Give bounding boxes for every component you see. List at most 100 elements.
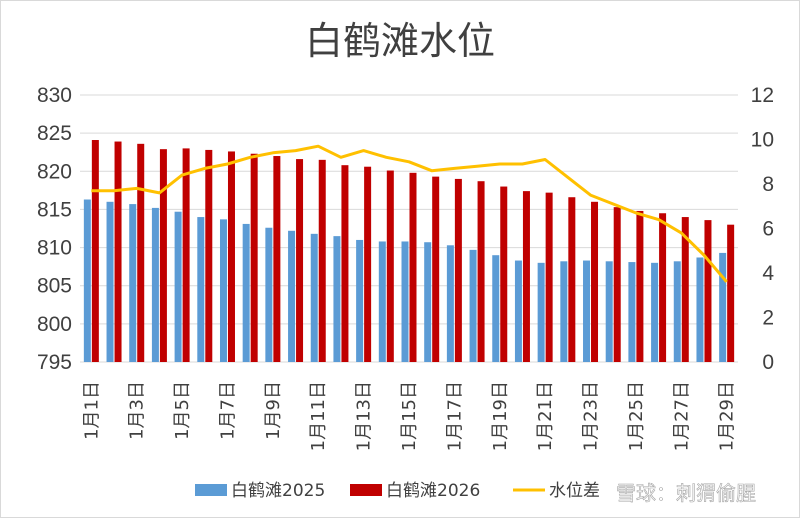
legend: 白鹤滩2025 白鹤滩2026 水位差 <box>195 481 600 501</box>
bar-2025 <box>401 241 409 362</box>
bar-2025 <box>673 261 681 362</box>
bar-2026 <box>545 192 553 362</box>
bar-2026 <box>205 149 213 362</box>
x-tick-label: 1月25日 <box>626 381 647 451</box>
bar-2025 <box>197 217 205 362</box>
bar-series <box>83 140 735 362</box>
left-y-tick-label: 795 <box>37 351 72 374</box>
bar-2025 <box>651 262 659 362</box>
chart-title: 白鹤滩水位 <box>305 19 495 63</box>
x-axis-ticks: 1月1日 1月3日 1月5日 1月7日 1月9日 1月11日 1月13日 1月15日 1月17日… <box>81 381 737 451</box>
bar-2025 <box>605 261 613 362</box>
line-series <box>91 144 728 283</box>
bar-2025 <box>129 204 137 362</box>
bar-2026 <box>250 153 258 362</box>
bar-2026 <box>636 210 644 362</box>
right-y-tick-label: 2 <box>762 307 774 330</box>
bar-2025 <box>310 233 318 362</box>
bar-2026 <box>386 170 394 362</box>
left-y-tick-label: 825 <box>37 122 72 145</box>
bar-2025 <box>514 260 522 362</box>
x-tick-label: 1月3日 <box>127 381 148 440</box>
left-y-tick-label: 815 <box>37 198 72 221</box>
bar-2025 <box>696 257 704 362</box>
bar-2025 <box>106 201 114 362</box>
bar-2026 <box>591 201 599 362</box>
bar-2026 <box>522 191 530 362</box>
x-tick-label: 1月29日 <box>717 381 738 451</box>
bar-2026 <box>318 159 326 362</box>
bar-2026 <box>500 186 508 362</box>
right-axis-ticks: 12 10 8 6 4 2 0 <box>751 84 775 374</box>
left-y-tick-label: 820 <box>37 160 72 183</box>
watermark: 雪球：刺猬偷腥 <box>616 481 756 505</box>
x-tick-label: 1月5日 <box>172 381 193 440</box>
bar-2025 <box>174 211 182 362</box>
x-tick-label: 1月15日 <box>399 381 420 451</box>
bar-2025 <box>537 262 545 362</box>
right-y-tick-label: 12 <box>751 84 774 107</box>
right-y-tick-label: 4 <box>762 262 774 285</box>
x-tick-label: 1月23日 <box>581 381 602 451</box>
right-y-tick-label: 6 <box>762 218 774 241</box>
legend-label: 白鹤滩2026 <box>386 481 480 501</box>
x-tick-label: 1月9日 <box>263 381 284 440</box>
left-y-tick-label: 810 <box>37 237 72 260</box>
bar-2026 <box>704 220 712 362</box>
legend-label: 水位差 <box>549 481 600 501</box>
bar-2026 <box>659 213 667 362</box>
legend-swatch <box>350 484 382 496</box>
bar-2026 <box>409 172 417 362</box>
bar-2026 <box>159 149 167 362</box>
x-tick-label: 1月27日 <box>671 381 692 451</box>
bar-2025 <box>378 241 386 362</box>
x-tick-label: 1月1日 <box>81 381 102 440</box>
left-y-tick-label: 830 <box>37 84 72 107</box>
bar-2025 <box>560 261 568 362</box>
bar-2026 <box>114 141 122 362</box>
right-y-tick-label: 10 <box>751 129 774 152</box>
x-tick-label: 1月11日 <box>308 381 329 451</box>
bar-2026 <box>681 217 689 362</box>
bar-2025 <box>151 207 159 362</box>
bar-2025 <box>83 199 91 362</box>
bar-2026 <box>273 156 281 362</box>
x-tick-label: 1月13日 <box>354 381 375 451</box>
bar-2026 <box>91 140 99 362</box>
bar-2026 <box>613 207 621 362</box>
bar-2025 <box>288 230 296 362</box>
bar-2026 <box>182 148 190 362</box>
bar-2026 <box>477 181 485 362</box>
bar-2025 <box>628 262 636 362</box>
x-tick-label: 1月17日 <box>444 381 465 451</box>
bar-2026 <box>341 165 349 362</box>
legend-label: 白鹤滩2025 <box>231 481 325 501</box>
bar-2025 <box>265 227 273 362</box>
water-level-diff-line <box>91 144 728 283</box>
left-y-tick-label: 800 <box>37 313 72 336</box>
bar-2026 <box>227 151 235 362</box>
bar-2025 <box>583 260 591 362</box>
bar-2025 <box>492 255 500 362</box>
bar-2025 <box>469 249 477 362</box>
bar-2025 <box>424 242 432 362</box>
x-tick-label: 1月19日 <box>490 381 511 451</box>
bar-2025 <box>356 239 364 362</box>
left-y-tick-label: 805 <box>37 275 72 298</box>
bar-2025 <box>333 236 341 362</box>
bar-2025 <box>219 219 227 362</box>
bar-2026 <box>432 176 440 362</box>
x-tick-label: 1月7日 <box>217 381 238 440</box>
bar-2025 <box>242 223 250 362</box>
right-y-tick-label: 8 <box>762 173 774 196</box>
bar-2026 <box>568 197 576 362</box>
bar-2026 <box>296 159 304 362</box>
bar-2025 <box>446 245 454 362</box>
bar-2026 <box>364 166 372 362</box>
bar-2026 <box>454 178 462 362</box>
bar-2025 <box>719 252 727 362</box>
bar-2026 <box>727 224 735 362</box>
bar-2026 <box>137 143 145 362</box>
right-y-tick-label: 0 <box>762 351 774 374</box>
